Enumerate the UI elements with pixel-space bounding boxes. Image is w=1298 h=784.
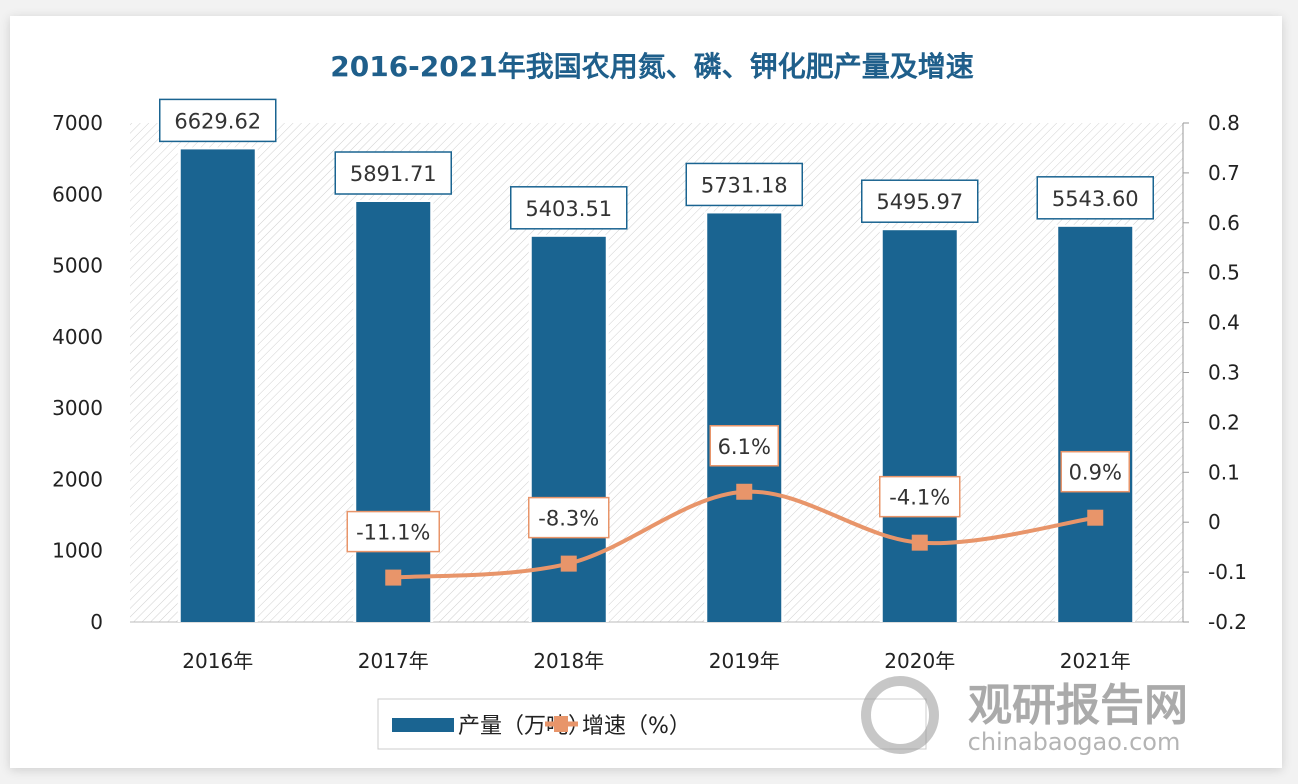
bar-data-label: 5543.60 — [1036, 176, 1154, 220]
x-tick-label: 2020年 — [884, 649, 955, 673]
right-tick-label: 0.4 — [1208, 311, 1240, 335]
bar-label-text: 5891.71 — [350, 162, 437, 186]
x-tick-label: 2021年 — [1060, 649, 1131, 673]
growth-label-box — [879, 475, 961, 518]
bar-label-text: 5731.18 — [701, 173, 788, 197]
growth-label-text: -4.1% — [889, 486, 950, 510]
legend: 产量（万吨） 增速（%） — [377, 698, 927, 750]
bar-label-box — [861, 179, 979, 223]
left-tick-label: 1000 — [52, 539, 103, 563]
right-tick-label: -0.2 — [1208, 610, 1247, 634]
legend-box — [377, 698, 927, 750]
bar-data-label: 5731.18 — [685, 162, 803, 207]
growth-label-text: 6.1% — [718, 435, 771, 459]
legend-line-label: 增速（%） — [582, 714, 691, 739]
left-tick-label: 2000 — [52, 467, 103, 491]
left-tick-label: 5000 — [52, 254, 103, 278]
right-tick-label: 0.1 — [1208, 460, 1240, 484]
watermark-en: chinabaogao.com — [968, 728, 1181, 756]
bar-data-label: 5403.51 — [510, 186, 628, 230]
legend-line-marker — [554, 716, 568, 732]
right-tick-label: 0.5 — [1208, 261, 1240, 285]
x-tick-label: 2017年 — [358, 649, 429, 673]
growth-data-label: -11.1% — [346, 510, 440, 553]
growth-data-label: 0.9% — [1060, 450, 1130, 493]
right-tick-label: 0.7 — [1208, 161, 1240, 185]
right-tick-label: 0.2 — [1208, 410, 1240, 434]
bar-label-text: 5403.51 — [525, 197, 612, 221]
bar — [882, 230, 957, 622]
bar-label-text: 6629.62 — [174, 109, 261, 133]
bar-data-label: 5891.71 — [334, 151, 452, 195]
left-tick-label: 4000 — [52, 325, 103, 349]
right-tick-label: 0.3 — [1208, 361, 1240, 385]
bar — [1058, 226, 1133, 623]
growth-data-label: 6.1% — [709, 425, 779, 467]
x-tick-label: 2019年 — [709, 649, 780, 673]
growth-marker — [736, 483, 753, 500]
left-tick-label: 3000 — [52, 396, 103, 420]
left-tick-label: 0 — [90, 610, 103, 634]
bar-data-label: 5495.97 — [861, 179, 979, 223]
plot-area — [130, 123, 1183, 622]
bar — [356, 202, 431, 622]
growth-label-box — [346, 510, 440, 553]
growth-marker — [911, 534, 928, 551]
growth-data-label: -4.1% — [879, 475, 961, 518]
right-tick-label: 0.6 — [1208, 211, 1240, 235]
growth-label-text: -8.3% — [538, 507, 599, 531]
growth-data-label: -8.3% — [528, 496, 610, 539]
legend-bar-swatch — [392, 718, 454, 732]
right-tick-label: 0.8 — [1208, 111, 1240, 135]
bar-data-label: 6629.62 — [159, 98, 277, 143]
growth-marker — [1087, 509, 1104, 526]
watermark-logo-icon — [861, 676, 939, 754]
chart-title: 2016-2021年我国农用氮、磷、钾化肥产量及增速 — [330, 50, 973, 83]
growth-label-box — [709, 425, 779, 467]
bar-label-box — [1036, 176, 1154, 220]
growth-label-text: 0.9% — [1069, 461, 1122, 485]
bar-label-box — [334, 151, 452, 195]
right-tick-label: 0 — [1208, 510, 1221, 534]
watermark: 观研报告网 chinabaogao.com — [861, 676, 1188, 756]
growth-marker — [385, 569, 402, 586]
bar-label-box — [510, 186, 628, 230]
bar — [707, 213, 782, 623]
bar — [180, 149, 255, 622]
bar-label-box — [159, 98, 277, 143]
bar-label-box — [685, 162, 803, 207]
growth-label-text: -11.1% — [356, 521, 430, 545]
x-tick-label: 2018年 — [533, 649, 604, 673]
growth-label-box — [528, 496, 610, 539]
left-tick-label: 6000 — [52, 182, 103, 206]
x-tick-label: 2016年 — [182, 649, 253, 673]
left-tick-label: 7000 — [52, 111, 103, 135]
right-tick-label: -0.1 — [1208, 560, 1247, 584]
bar-label-text: 5543.60 — [1052, 187, 1139, 211]
watermark-cn: 观研报告网 — [968, 680, 1188, 731]
growth-marker — [560, 555, 577, 572]
growth-label-box — [1060, 450, 1130, 493]
bar-label-text: 5495.97 — [876, 190, 963, 214]
